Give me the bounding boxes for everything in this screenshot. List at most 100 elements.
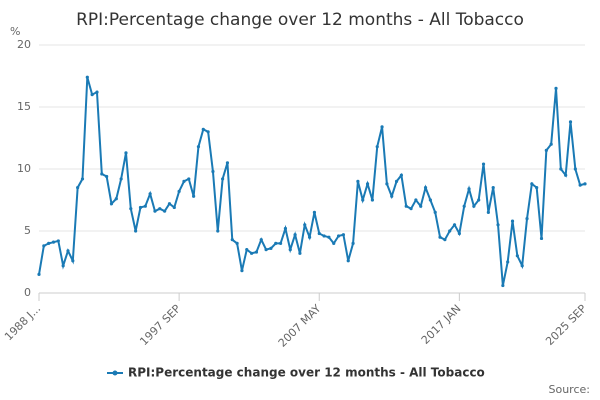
point (283, 226, 288, 231)
point (293, 233, 297, 237)
point (134, 229, 138, 233)
point (47, 241, 51, 245)
point (230, 238, 234, 242)
point (235, 241, 239, 245)
point (568, 120, 573, 124)
point (66, 249, 70, 253)
point (264, 248, 268, 252)
point (196, 145, 201, 149)
y-tick-label: 5 (24, 224, 31, 237)
point (163, 209, 167, 213)
point (240, 269, 244, 273)
point (390, 194, 394, 198)
point (153, 209, 157, 213)
point (298, 251, 302, 255)
point (520, 264, 524, 268)
point (61, 264, 65, 268)
point (448, 229, 452, 233)
point (158, 207, 162, 211)
point (143, 204, 147, 208)
point (51, 240, 56, 244)
point (481, 162, 486, 166)
point (322, 234, 326, 238)
x-tick-label: 2007 MAY (276, 302, 324, 350)
point (307, 235, 312, 239)
point (356, 179, 360, 183)
chart-title: RPI:Percentage change over 12 months - A… (76, 10, 524, 30)
x-tick-label: 1997 SEP (137, 302, 183, 348)
point (394, 179, 399, 183)
point (312, 210, 317, 214)
point (428, 198, 432, 202)
point (211, 169, 215, 174)
point (399, 173, 403, 177)
point (414, 198, 418, 202)
point (37, 272, 41, 276)
point (201, 127, 205, 131)
point (544, 148, 548, 152)
point (42, 244, 46, 248)
point (462, 204, 466, 208)
point (206, 130, 210, 134)
point (559, 167, 563, 171)
point (109, 202, 114, 206)
point (419, 204, 423, 208)
point (457, 231, 461, 236)
point (216, 229, 220, 233)
point (346, 259, 350, 263)
point (535, 186, 539, 190)
point (177, 189, 181, 193)
point (129, 207, 133, 211)
point (423, 186, 428, 190)
point (438, 235, 442, 239)
y-tick-label: 10 (17, 162, 31, 175)
point (515, 254, 519, 258)
point (336, 234, 341, 238)
x-tick-label: 1988 J... (2, 302, 43, 343)
point (278, 241, 283, 245)
point (365, 182, 370, 186)
point (525, 217, 529, 221)
point (443, 238, 447, 242)
point (172, 205, 176, 210)
point (486, 210, 490, 214)
point (501, 283, 505, 288)
point (182, 179, 186, 183)
point (583, 182, 587, 186)
point (404, 204, 408, 208)
point (332, 241, 336, 245)
point (187, 177, 191, 181)
point (472, 204, 476, 208)
point (288, 248, 292, 252)
point (105, 174, 109, 179)
point (303, 223, 307, 227)
point (554, 86, 558, 90)
y-tick-label: 20 (17, 38, 31, 51)
point (221, 177, 225, 181)
point (370, 198, 374, 202)
y-tick-label: 0 (24, 286, 31, 299)
point (375, 145, 379, 149)
point (317, 231, 321, 236)
y-tick-label: 15 (17, 100, 31, 113)
x-tick-label: 2017 JAN (419, 302, 464, 347)
point (573, 167, 577, 171)
point (85, 75, 89, 79)
point (148, 192, 152, 196)
point (380, 125, 384, 129)
point (71, 259, 75, 263)
y-unit: % (10, 25, 20, 38)
point (250, 251, 254, 255)
point (409, 207, 413, 211)
point (100, 172, 104, 176)
point (192, 194, 196, 198)
point (119, 177, 123, 181)
point (80, 177, 85, 181)
point (496, 223, 500, 227)
point (259, 238, 263, 242)
point (274, 241, 278, 245)
point (578, 183, 582, 187)
point (269, 246, 273, 250)
point (245, 248, 249, 252)
point (167, 202, 172, 206)
